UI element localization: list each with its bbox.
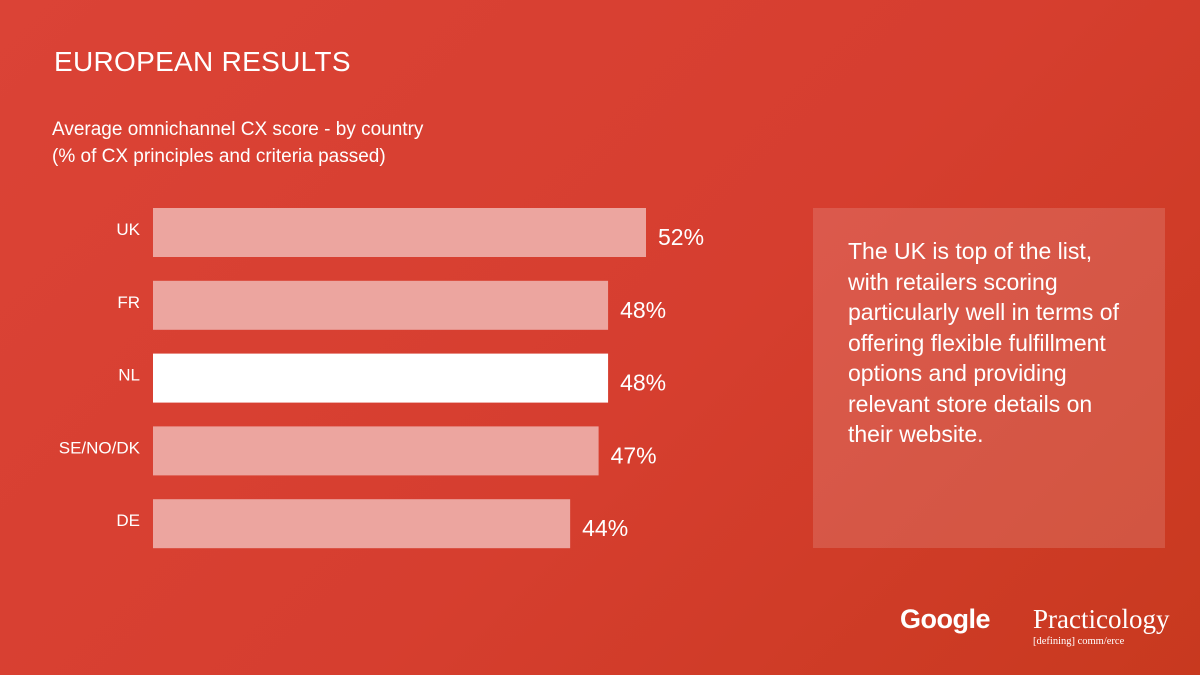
- subtitle-line-2: (% of CX principles and criteria passed): [52, 146, 386, 167]
- chart-subtitle: Average omnichannel CX score - by countr…: [52, 116, 572, 170]
- page-title: EUROPEAN RESULTS: [54, 46, 351, 77]
- subtitle-line-1: Average omnichannel CX score - by countr…: [52, 119, 424, 140]
- callout-text: The UK is top of the list, with retailer…: [848, 238, 1119, 447]
- category-label: NL: [118, 366, 140, 385]
- value-label: 44%: [582, 515, 628, 541]
- value-label: 47%: [611, 442, 657, 468]
- bar-se-no-dk: [153, 426, 599, 476]
- bar-fr: [153, 280, 609, 330]
- value-label: 48%: [620, 370, 666, 396]
- google-logo: Google: [900, 604, 991, 634]
- bar-de: [153, 499, 571, 549]
- insight-callout: The UK is top of the list, with retailer…: [813, 208, 1165, 548]
- bar-uk: [153, 208, 646, 257]
- value-label: 48%: [620, 297, 666, 323]
- category-label: FR: [117, 293, 140, 312]
- bar-nl: [153, 353, 609, 403]
- practicology-logo: Practicology: [1033, 604, 1170, 634]
- practicology-tagline: [defining] comm/erce: [1033, 636, 1125, 647]
- category-label: UK: [116, 220, 140, 239]
- value-label: 52%: [658, 224, 704, 250]
- category-label: SE/NO/DK: [59, 438, 141, 457]
- category-label: DE: [116, 511, 140, 530]
